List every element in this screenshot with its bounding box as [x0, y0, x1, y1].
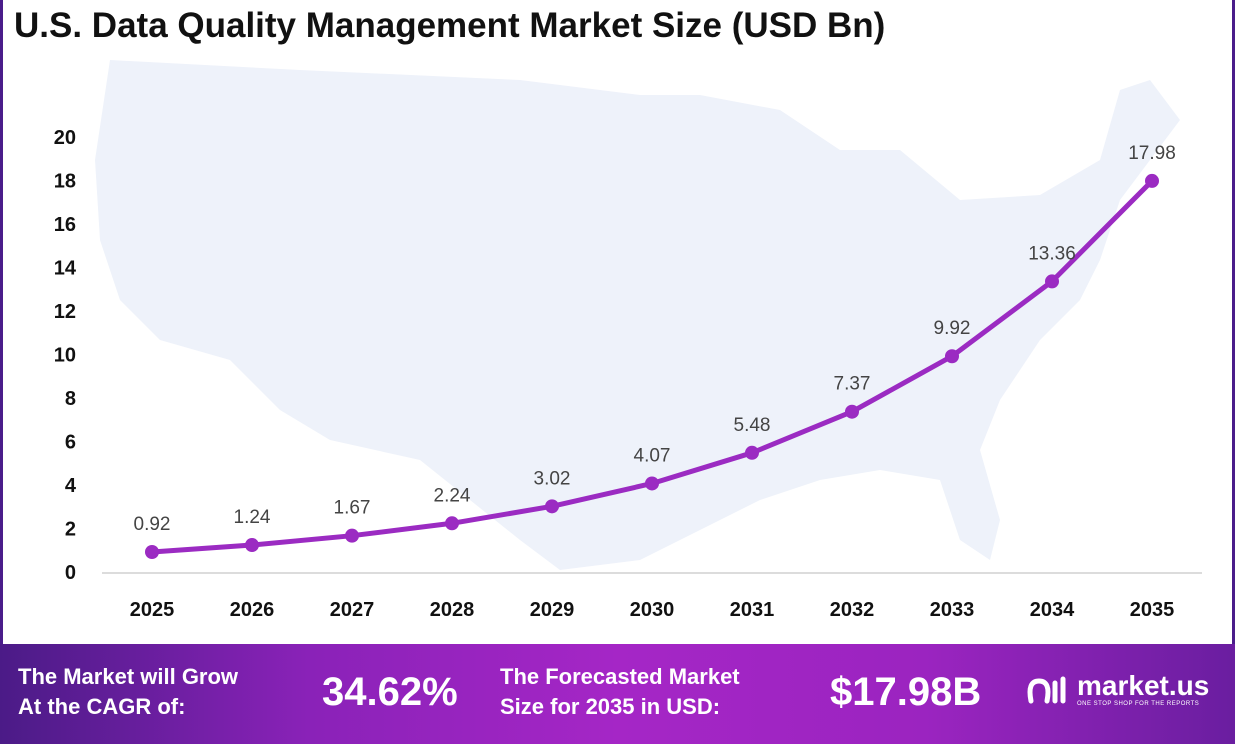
- data-point: [245, 538, 259, 553]
- x-tick-label: 2028: [430, 599, 475, 621]
- x-tick-label: 2033: [930, 599, 975, 621]
- x-tick-label: 2027: [330, 599, 375, 621]
- y-tick-label: 18: [54, 171, 76, 193]
- y-tick-label: 0: [65, 562, 76, 584]
- market-us-logo-icon: [1027, 676, 1066, 704]
- data-label: 9.92: [934, 318, 971, 339]
- data-label: 2.24: [434, 485, 471, 506]
- y-tick-label: 10: [54, 345, 76, 367]
- data-point: [945, 349, 959, 364]
- data-point: [745, 445, 759, 460]
- y-tick-label: 12: [54, 301, 76, 323]
- data-label: 17.98: [1128, 143, 1176, 164]
- chart-frame: [0, 0, 1235, 644]
- data-point: [1145, 173, 1159, 188]
- x-tick-label: 2031: [730, 599, 775, 621]
- y-tick-label: 4: [65, 475, 77, 497]
- market-us-logo: market.us ONE STOP SHOP FOR THE REPORTS: [1025, 672, 1209, 708]
- y-tick-label: 2: [65, 519, 76, 541]
- data-point: [445, 516, 459, 531]
- chart-title: U.S. Data Quality Management Market Size…: [14, 6, 886, 45]
- data-label: 1.24: [234, 507, 271, 528]
- y-tick-label: 16: [54, 214, 76, 236]
- forecast-label: The Forecasted Market Size for 2035 in U…: [500, 662, 740, 722]
- cagr-label-line2: At the CAGR of:: [18, 694, 186, 719]
- y-tick-label: 14: [54, 258, 77, 280]
- x-tick-label: 2026: [230, 599, 275, 621]
- data-point: [1045, 274, 1059, 289]
- summary-banner: The Market will Grow At the CAGR of: 34.…: [0, 644, 1235, 744]
- y-tick-label: 8: [65, 388, 76, 410]
- data-label: 0.92: [134, 514, 171, 535]
- data-label: 4.07: [634, 445, 671, 466]
- data-label: 3.02: [534, 468, 571, 489]
- data-point: [545, 499, 559, 514]
- data-label: 13.36: [1028, 243, 1076, 264]
- data-label: 5.48: [734, 415, 771, 436]
- x-tick-label: 2032: [830, 599, 875, 621]
- line-chart: 0 2 4 6 8 10 12 14 16 18 20 2025 2026 2027 2028 2029 20…: [54, 60, 1202, 621]
- data-label: 7.37: [834, 374, 871, 395]
- data-point: [145, 544, 159, 559]
- data-label: 1.67: [334, 498, 371, 519]
- data-point: [845, 404, 859, 419]
- x-tick-label: 2030: [630, 599, 675, 621]
- forecast-label-line2: Size for 2035 in USD:: [500, 694, 721, 719]
- data-point: [345, 528, 359, 543]
- x-tick-label: 2035: [1130, 599, 1175, 621]
- x-tick-label: 2025: [130, 599, 175, 621]
- cagr-label-line1: The Market will Grow: [18, 664, 239, 689]
- x-tick-label: 2029: [530, 599, 575, 621]
- y-tick-label: 20: [54, 127, 76, 149]
- logo-name: market.us: [1077, 670, 1210, 701]
- us-map-silhouette: [95, 60, 1180, 570]
- data-point: [645, 476, 659, 491]
- logo-tagline: ONE STOP SHOP FOR THE REPORTS: [1077, 701, 1200, 707]
- cagr-value: 34.62%: [322, 670, 458, 714]
- forecast-value: $17.98B: [830, 670, 982, 714]
- cagr-label: The Market will Grow At the CAGR of:: [18, 662, 238, 722]
- forecast-label-line1: The Forecasted Market: [500, 664, 740, 689]
- x-tick-label: 2034: [1030, 599, 1075, 621]
- y-tick-label: 6: [65, 432, 76, 454]
